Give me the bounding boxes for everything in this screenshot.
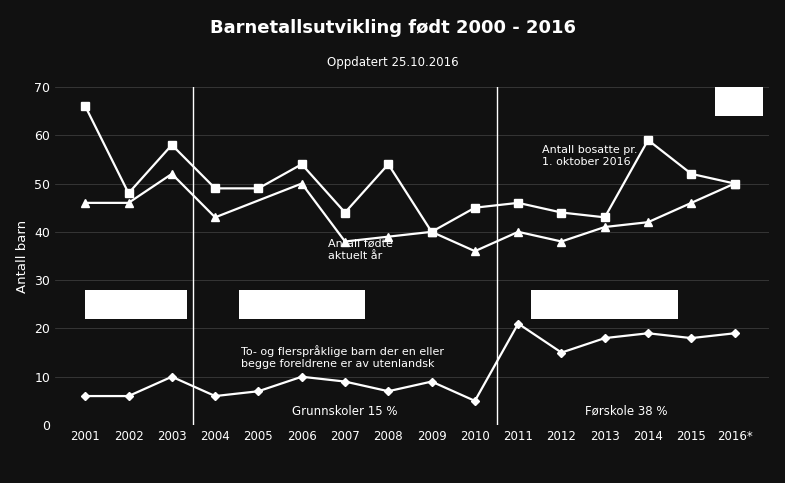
Text: To- og flerspråklige barn der en eller
begge foreldrene er av utenlandsk: To- og flerspråklige barn der en eller b… [241, 345, 444, 369]
Text: Grunnskoler 15 %: Grunnskoler 15 % [292, 405, 398, 418]
Bar [86, 290, 187, 319]
Text: Førskole 38 %: Førskole 38 % [585, 405, 668, 418]
Bar [715, 87, 763, 116]
Bar [239, 290, 364, 319]
Text: Oppdatert 25.10.2016: Oppdatert 25.10.2016 [327, 56, 458, 69]
Y-axis label: Antall barn: Antall barn [16, 219, 28, 293]
Text: Barnetallsutvikling født 2000 - 2016: Barnetallsutvikling født 2000 - 2016 [210, 19, 575, 37]
Bar [531, 290, 678, 319]
Text: Antall fødte
aktuelt år: Antall fødte aktuelt år [327, 239, 392, 261]
Text: Antall bosatte pr.
1. oktober 2016: Antall bosatte pr. 1. oktober 2016 [542, 145, 637, 167]
